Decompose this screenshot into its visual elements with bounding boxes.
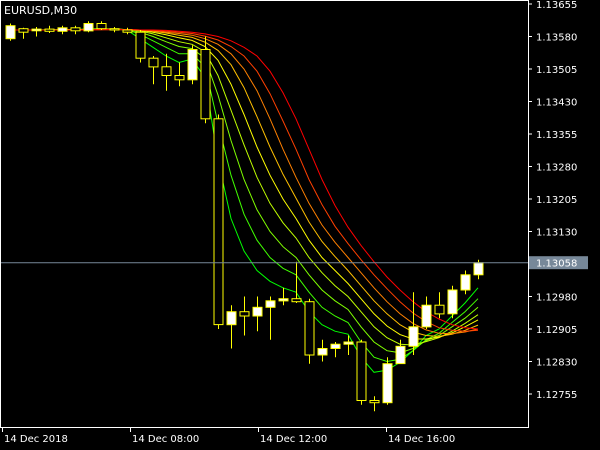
candle <box>213 114 224 329</box>
candle-body <box>226 311 237 326</box>
y-tick-label: 1.13505 <box>536 65 577 76</box>
candle <box>57 25 68 35</box>
current-price-box <box>529 256 588 270</box>
y-tick-label: 1.13355 <box>536 130 577 141</box>
candle-body <box>291 298 302 303</box>
candle-body <box>421 304 432 328</box>
candle-body <box>148 57 159 68</box>
candle-body <box>304 301 315 356</box>
candle-body <box>473 262 484 276</box>
candle <box>5 23 16 41</box>
candle <box>174 62 185 87</box>
candle <box>18 27 29 39</box>
candle-body <box>356 341 367 401</box>
candle-body <box>31 28 42 32</box>
candle <box>44 25 55 33</box>
candle <box>70 25 81 35</box>
candle <box>382 357 393 405</box>
candle <box>31 27 42 37</box>
candle <box>187 45 198 85</box>
candle <box>109 27 120 33</box>
candle <box>434 292 445 319</box>
candle <box>265 296 276 340</box>
y-tick-label: 1.13130 <box>536 228 577 239</box>
x-tick-label: 14 Dec 08:00 <box>132 434 199 445</box>
candle-body <box>109 28 120 31</box>
candle-body <box>213 118 224 326</box>
y-tick-label: 1.12980 <box>536 293 577 304</box>
candle <box>291 261 302 303</box>
candle <box>122 27 133 35</box>
candle <box>304 298 315 364</box>
y-tick-label: 1.12755 <box>536 390 577 401</box>
candle-body <box>161 66 172 77</box>
y-tick-label: 1.12905 <box>536 325 577 336</box>
candle <box>135 30 146 63</box>
candle <box>330 342 341 358</box>
candle-body <box>135 31 146 59</box>
candle <box>421 296 432 329</box>
candle-body <box>200 49 211 120</box>
candle-layer <box>5 21 484 412</box>
candle <box>460 270 471 295</box>
candle-body <box>18 28 29 33</box>
candle <box>83 21 94 33</box>
candle-body <box>382 363 393 404</box>
chart-frame <box>0 0 529 428</box>
candle <box>356 339 367 405</box>
x-tick-label: 14 Dec 16:00 <box>388 434 455 445</box>
candle-body <box>330 343 341 350</box>
candle <box>317 339 328 362</box>
candle-body <box>57 27 68 32</box>
candle-body <box>5 25 16 40</box>
candle <box>343 335 354 355</box>
candle-body <box>174 75 185 81</box>
candle-body <box>447 289 458 315</box>
y-tick-label: 1.13655 <box>536 0 577 11</box>
candle <box>226 305 237 349</box>
candle-body <box>369 400 380 404</box>
candle <box>96 21 107 30</box>
candle <box>395 339 406 365</box>
candle-body <box>460 274 471 291</box>
candle-body <box>44 28 55 32</box>
candle-body <box>252 306 263 317</box>
x-tick-label: 14 Dec 2018 <box>4 434 68 445</box>
candle-body <box>96 23 107 30</box>
x-axis: 14 Dec 2018 14 Dec 08:00 14 Dec 12:00 14 De… <box>2 427 455 445</box>
y-tick-label: 1.13580 <box>536 33 577 44</box>
chart-title: EURUSD,M30 <box>4 4 77 17</box>
candle-body <box>434 304 445 315</box>
candle-body <box>122 29 133 33</box>
candle <box>252 296 263 332</box>
candle-body <box>83 23 94 32</box>
candle-body <box>408 326 419 347</box>
candle <box>161 53 172 91</box>
candle <box>278 287 289 306</box>
candle <box>148 56 159 85</box>
candle-body <box>317 348 328 356</box>
candle <box>239 296 250 336</box>
candle-body <box>278 298 289 302</box>
candle <box>408 292 419 355</box>
candle-body <box>343 341 354 345</box>
y-tick-label: 1.13430 <box>536 98 577 109</box>
y-tick-label: 1.13280 <box>536 163 577 174</box>
candle-body <box>70 27 81 32</box>
candle <box>447 285 458 319</box>
candle <box>369 396 380 412</box>
candle <box>200 36 211 124</box>
current-price-label: 1.13058 <box>536 259 577 270</box>
y-tick-label: 1.13205 <box>536 195 577 206</box>
candle-body <box>187 49 198 81</box>
y-tick-label: 1.12830 <box>536 358 577 369</box>
candle-body <box>239 311 250 317</box>
candle-body <box>395 345 406 365</box>
x-tick-label: 14 Dec 12:00 <box>260 434 327 445</box>
y-axis: 1.13655 1.13580 1.13505 1.13430 1.13355 1.132… <box>528 0 577 401</box>
candle-body <box>265 300 276 308</box>
